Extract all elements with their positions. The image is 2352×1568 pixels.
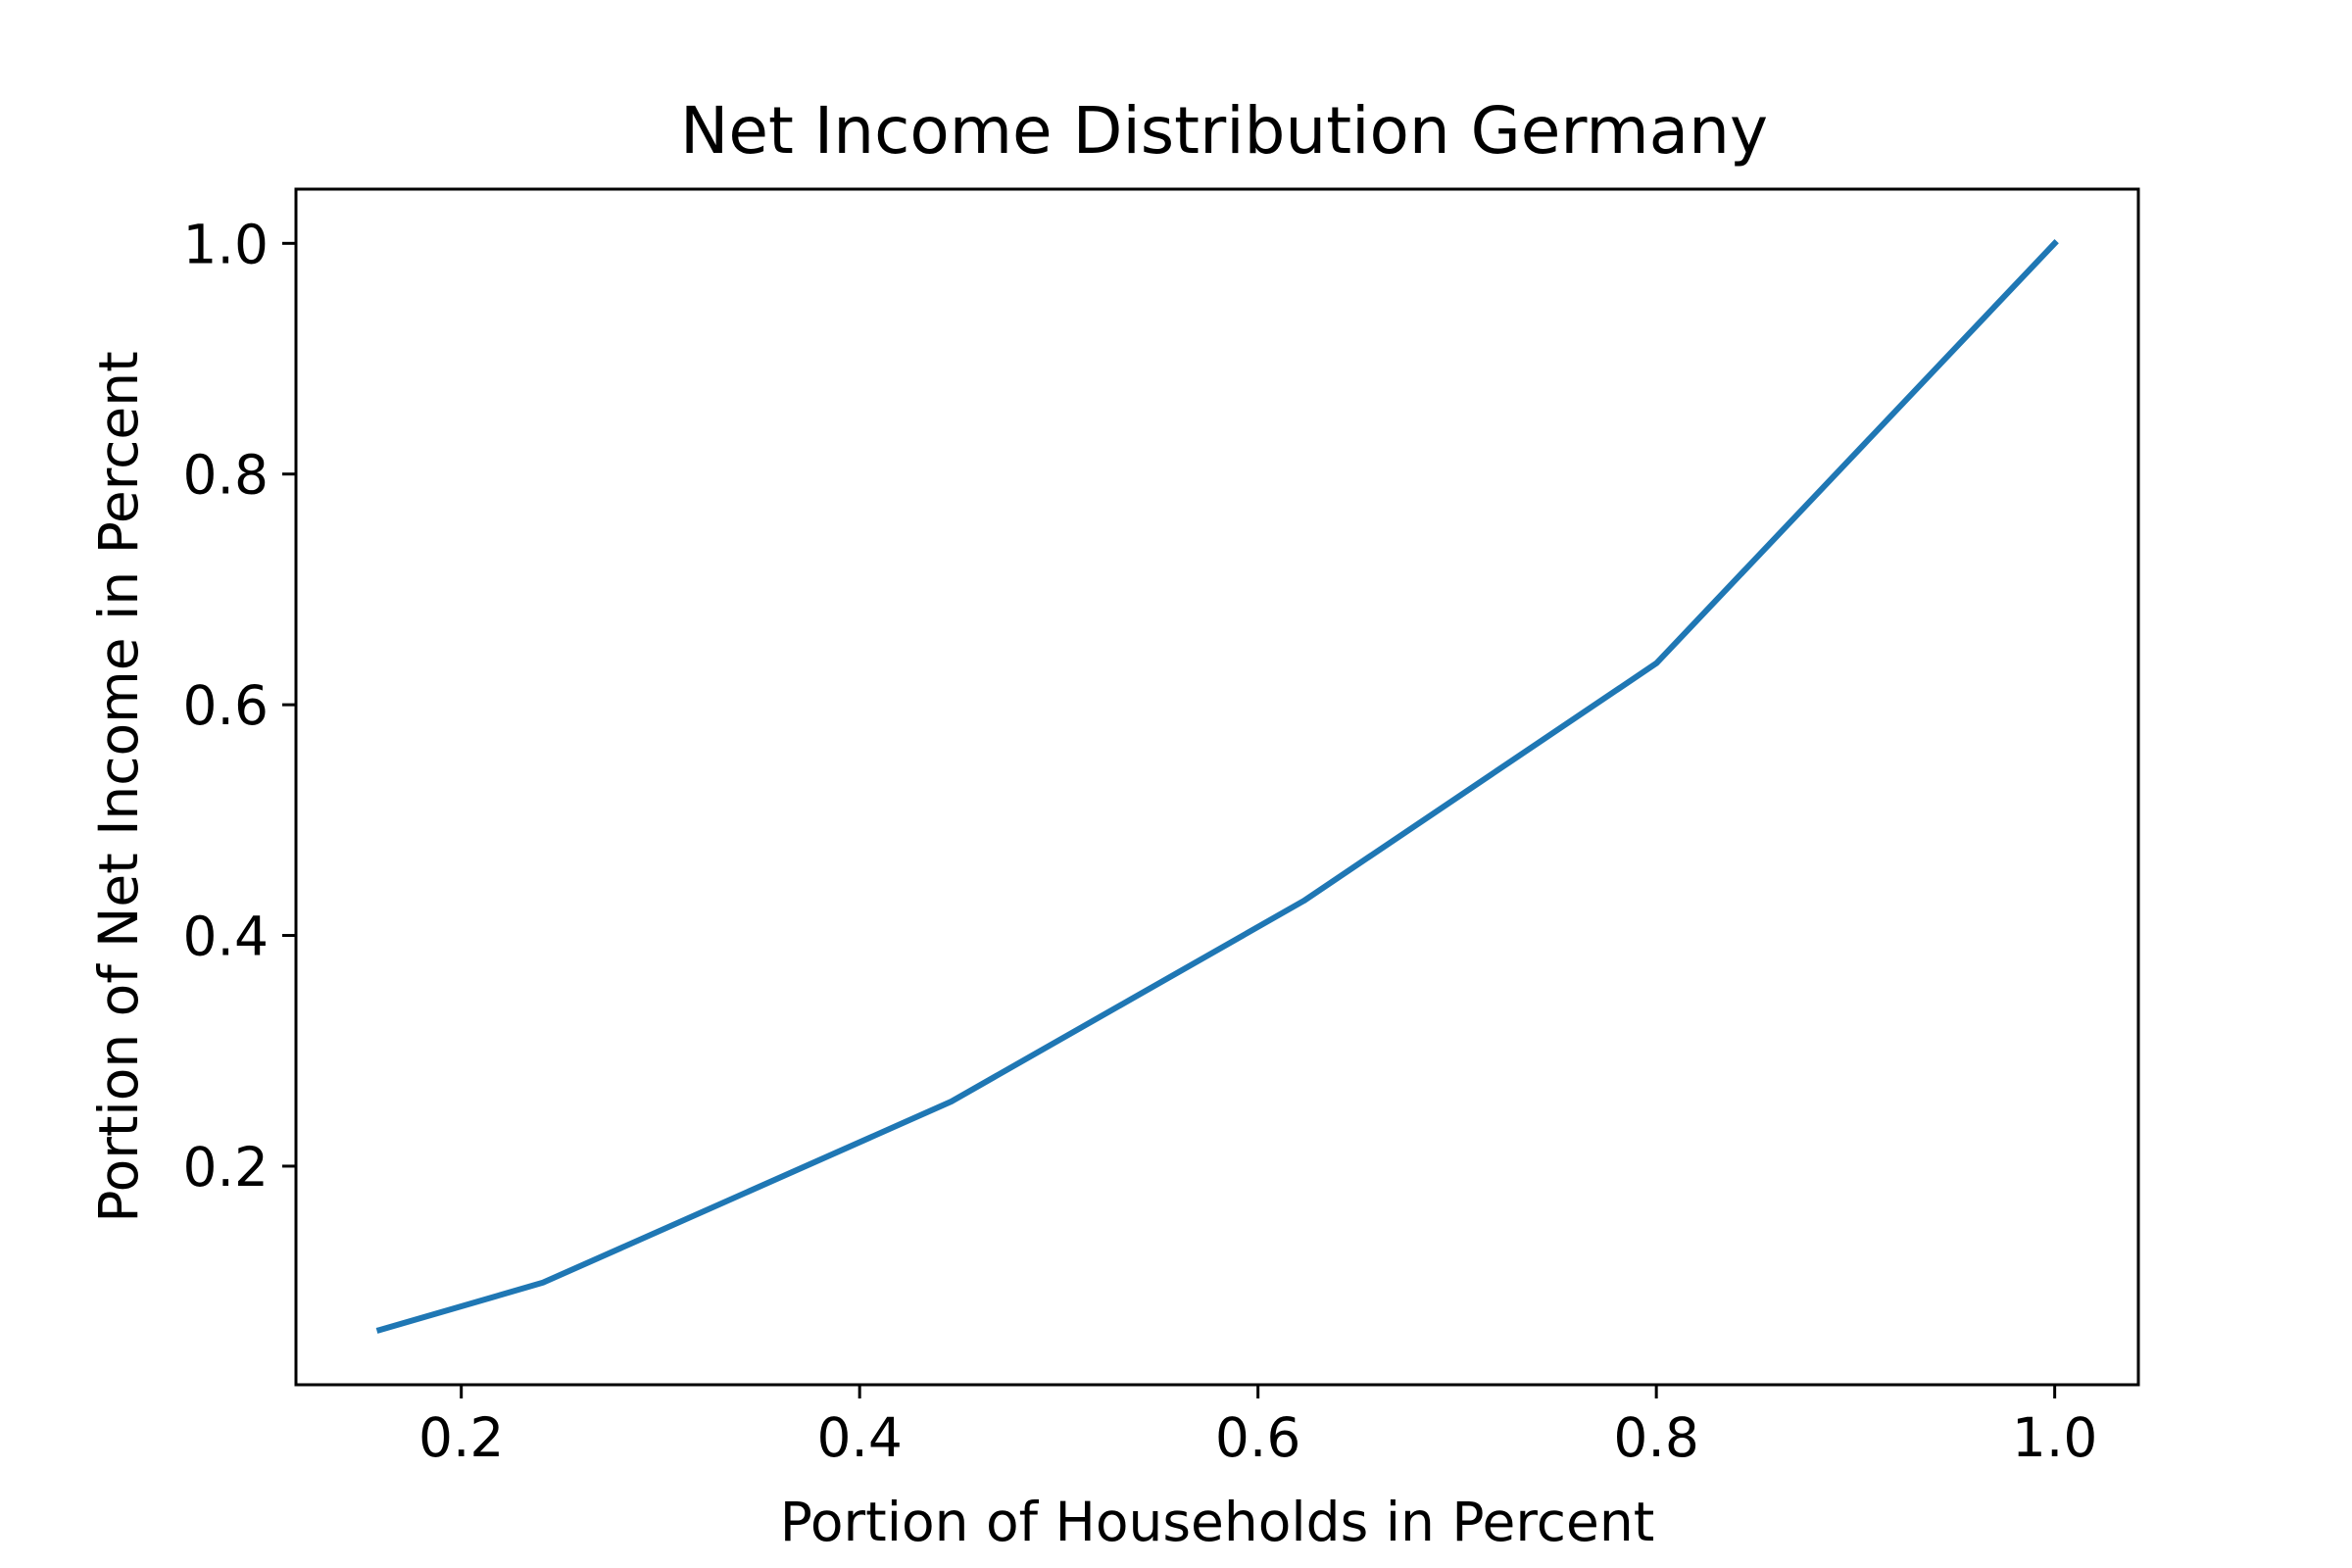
y-axis-label: Portion of Net Income in Percent (87, 351, 150, 1222)
x-tick-label: 1.0 (2012, 1406, 2097, 1469)
y-tick-label: 0.2 (183, 1136, 269, 1199)
x-tick-label: 0.6 (1215, 1406, 1300, 1469)
plot-frame (294, 187, 2140, 1387)
plot-area (375, 239, 2059, 1334)
y-tick-label: 0.6 (183, 674, 269, 737)
chart-title: Net Income Distribution Germany (680, 93, 1768, 169)
y-tick-label: 0.8 (183, 444, 269, 507)
x-axis: 0.2 0.4 0.6 0.8 1.0 (418, 1385, 2097, 1469)
x-tick-label: 0.4 (816, 1406, 902, 1469)
x-tick-label: 0.8 (1613, 1406, 1698, 1469)
y-tick-label: 1.0 (183, 213, 269, 275)
y-axis: 0.2 0.4 0.6 0.8 1.0 (183, 213, 296, 1199)
x-axis-label: Portion of Households in Percent (780, 1491, 1655, 1553)
series-line (375, 239, 2059, 1334)
x-tick-label: 0.2 (418, 1406, 504, 1469)
y-tick-label: 0.4 (183, 906, 269, 968)
